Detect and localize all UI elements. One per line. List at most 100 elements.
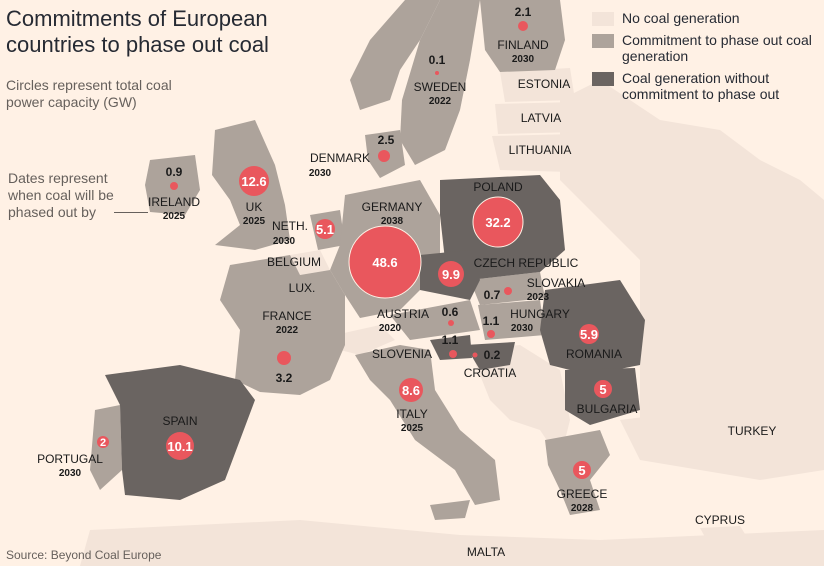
year-france: 2022 <box>276 325 299 336</box>
year-germany: 2038 <box>381 216 404 227</box>
circle-france <box>277 351 291 365</box>
circle-value-slovenia: 1.1 <box>442 333 459 347</box>
circle-value-hungary: 1.1 <box>483 314 500 328</box>
circle-value-slovakia: 0.7 <box>484 288 501 302</box>
circle-portugal <box>97 436 109 448</box>
label-finland: FINLAND <box>497 38 549 52</box>
dates-note: Dates represent when coal will be phased… <box>8 170 114 220</box>
circle-austria <box>448 320 454 326</box>
land-portugal <box>90 405 122 490</box>
land-slovenia <box>430 335 472 360</box>
capacity-circles: 48.6 32.2 12.6 10.1 9.9 8.6 5.9 5.1 5 5 … <box>97 5 612 479</box>
legend-swatch-no-coal <box>592 12 614 26</box>
circle-value-bulgaria: 5 <box>599 382 606 397</box>
year-netherlands: 2030 <box>273 236 296 247</box>
circle-value-denmark: 2.5 <box>378 133 395 147</box>
circle-germany <box>348 225 422 299</box>
year-finland: 2030 <box>512 54 535 65</box>
circle-czech <box>438 261 464 287</box>
year-greece: 2028 <box>571 503 594 514</box>
label-spain: SPAIN <box>162 414 197 428</box>
label-malta: MALTA <box>467 545 505 559</box>
circle-croatia <box>472 352 478 358</box>
circle-value-italy: 8.6 <box>402 383 420 398</box>
label-estonia: ESTONIA <box>518 77 570 91</box>
year-slovakia: 2023 <box>527 292 550 303</box>
land-balkans <box>470 345 570 460</box>
legend-item-no-coal: No coal generation <box>590 10 820 26</box>
circle-greece <box>573 461 591 479</box>
legend-swatch-no-commitment <box>592 72 614 86</box>
land-norway <box>350 0 440 110</box>
label-slovenia: SLOVENIA <box>372 347 432 361</box>
label-belgium: BELGIUM <box>267 255 321 269</box>
circle-value-uk: 12.6 <box>241 174 266 189</box>
circle-value-portugal: 2 <box>100 437 106 449</box>
circle-uk <box>239 166 269 196</box>
legend-item-no-commitment: Coal generation without commitment to ph… <box>590 70 820 102</box>
legend-label-no-coal: No coal generation <box>622 10 740 26</box>
label-greece: GREECE <box>557 487 608 501</box>
year-hungary: 2030 <box>511 323 534 334</box>
label-lithuania: LITHUANIA <box>509 143 572 157</box>
label-france: FRANCE <box>262 309 311 323</box>
circle-finland <box>518 21 528 31</box>
land-france <box>220 255 345 395</box>
year-uk: 2025 <box>243 216 266 227</box>
land-latvia <box>495 102 578 134</box>
circle-value-poland: 32.2 <box>485 215 510 230</box>
label-portugal: PORTUGAL <box>37 452 103 466</box>
circle-value-romania: 5.9 <box>580 327 598 342</box>
circle-slovakia <box>504 287 512 295</box>
land-east <box>560 80 824 470</box>
circle-value-netherlands: 5.1 <box>316 222 334 237</box>
dates-note-leader-line <box>114 212 148 213</box>
circle-value-greece: 5 <box>578 463 585 478</box>
label-uk: UK <box>246 200 263 214</box>
circle-slovenia <box>449 350 457 358</box>
circle-value-czech: 9.9 <box>442 267 460 282</box>
circle-denmark <box>378 150 390 162</box>
circle-value-austria: 0.6 <box>442 305 459 319</box>
legend-swatch-commitment <box>592 34 614 48</box>
land-turkey <box>620 410 824 480</box>
legend-label-commitment: Commitment to phase out coal generation <box>622 32 812 64</box>
year-portugal: 2030 <box>59 468 82 479</box>
map-title: Commitments of European countries to pha… <box>6 6 269 57</box>
label-cyprus: CYPRUS <box>695 513 745 527</box>
land-sweden <box>400 0 480 165</box>
year-italy: 2025 <box>401 423 424 434</box>
circle-value-germany: 48.6 <box>372 255 397 270</box>
label-romania: ROMANIA <box>566 347 622 361</box>
country-labels: IRELAND 2025 UK 2025 DENMARK 2030 SWEDEN… <box>37 38 776 559</box>
label-germany: GERMANY <box>362 200 423 214</box>
land-finland <box>480 0 565 72</box>
label-luxembourg: LUX. <box>289 281 316 295</box>
label-ireland: IRELAND <box>148 195 200 209</box>
land-north-africa <box>80 520 824 566</box>
circle-bulgaria <box>594 380 612 398</box>
label-turkey: TURKEY <box>728 424 777 438</box>
label-croatia: CROATIA <box>464 366 516 380</box>
circle-value-sweden: 0.1 <box>429 53 446 67</box>
legend-item-commitment: Commitment to phase out coal generation <box>590 32 820 64</box>
land-lithuania <box>492 134 575 172</box>
land-hungary <box>478 300 545 340</box>
year-austria: 2020 <box>379 323 402 334</box>
label-slovakia: SLOVAKIA <box>527 276 585 290</box>
land-austria <box>390 300 480 340</box>
circle-italy <box>399 378 423 402</box>
year-ireland: 2025 <box>163 211 186 222</box>
label-denmark: DENMARK <box>310 151 370 165</box>
land-croatia <box>465 342 515 370</box>
label-hungary: HUNGARY <box>510 307 570 321</box>
source-note: Source: Beyond Coal Europe <box>6 548 162 562</box>
map-subtitle: Circles represent total coal power capac… <box>6 77 172 110</box>
circle-spain <box>166 432 194 460</box>
land-estonia <box>500 68 575 102</box>
circle-value-spain: 10.1 <box>167 439 192 454</box>
label-sweden: SWEDEN <box>414 80 467 94</box>
land-switzerland <box>335 325 395 355</box>
label-czech: CZECH REPUBLIC <box>474 256 579 270</box>
